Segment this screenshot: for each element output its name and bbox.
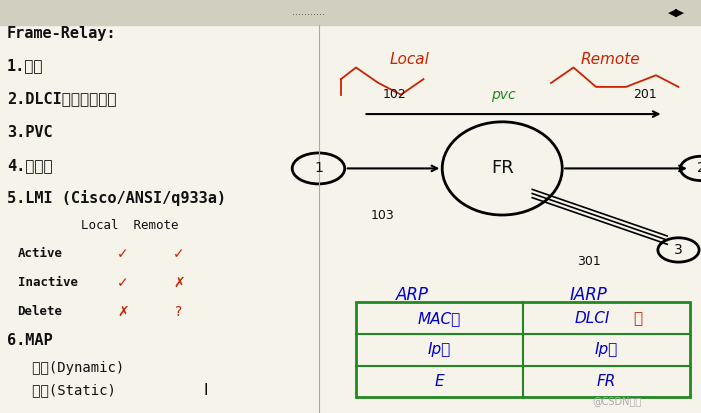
Text: 本: 本	[633, 311, 642, 326]
Text: 手工(Static): 手工(Static)	[7, 383, 116, 397]
Text: 2: 2	[697, 161, 701, 176]
Text: Frame-Relay:: Frame-Relay:	[7, 26, 116, 40]
Text: Active: Active	[18, 247, 62, 261]
Text: ◀▶: ◀▶	[668, 7, 685, 17]
Text: ...........: ...........	[292, 7, 325, 17]
Bar	[0, 0, 701, 25]
Text: 102: 102	[382, 88, 406, 101]
Text: DLCI: DLCI	[575, 311, 610, 326]
Text: ✓: ✓	[117, 247, 128, 261]
Text: 1: 1	[314, 161, 323, 176]
Text: Remote: Remote	[581, 52, 641, 67]
Text: Ip对: Ip对	[428, 342, 451, 357]
Text: @CSDN博客: @CSDN博客	[592, 396, 641, 406]
Text: MAC对: MAC对	[418, 311, 461, 326]
Text: 301: 301	[577, 255, 601, 268]
Text: IARP: IARP	[570, 286, 607, 304]
Text: ✓: ✓	[117, 276, 128, 290]
Text: ✗: ✗	[117, 305, 128, 319]
Text: I: I	[203, 383, 207, 398]
Bar	[356, 302, 690, 397]
Text: pvc: pvc	[491, 88, 516, 102]
Text: ✗: ✗	[173, 276, 184, 290]
Text: E: E	[435, 374, 444, 389]
Text: 1.二层: 1.二层	[7, 59, 43, 74]
Text: Ip对: Ip对	[594, 342, 618, 357]
Text: 4.有连接: 4.有连接	[7, 158, 53, 173]
Text: ?: ?	[175, 305, 182, 319]
Text: FR: FR	[597, 374, 616, 389]
Text: 6.MAP: 6.MAP	[7, 333, 53, 348]
Text: 3: 3	[674, 243, 683, 257]
Text: Local: Local	[390, 52, 430, 67]
Text: Inactive: Inactive	[18, 276, 78, 290]
Text: FR: FR	[491, 159, 514, 178]
Text: 3.PVC: 3.PVC	[7, 125, 53, 140]
Text: ✓: ✓	[173, 247, 184, 261]
Text: 自动(Dynamic): 自动(Dynamic)	[7, 361, 124, 375]
Text: 201: 201	[634, 88, 658, 101]
Text: ARP: ARP	[396, 286, 428, 304]
Text: Local  Remote: Local Remote	[81, 218, 178, 232]
Text: 5.LMI (Cisco/ANSI/q933a): 5.LMI (Cisco/ANSI/q933a)	[7, 190, 226, 206]
Text: 2.DLCI（本地意义）: 2.DLCI（本地意义）	[7, 92, 116, 107]
Text: 103: 103	[371, 209, 395, 221]
Text: Delete: Delete	[18, 305, 62, 318]
